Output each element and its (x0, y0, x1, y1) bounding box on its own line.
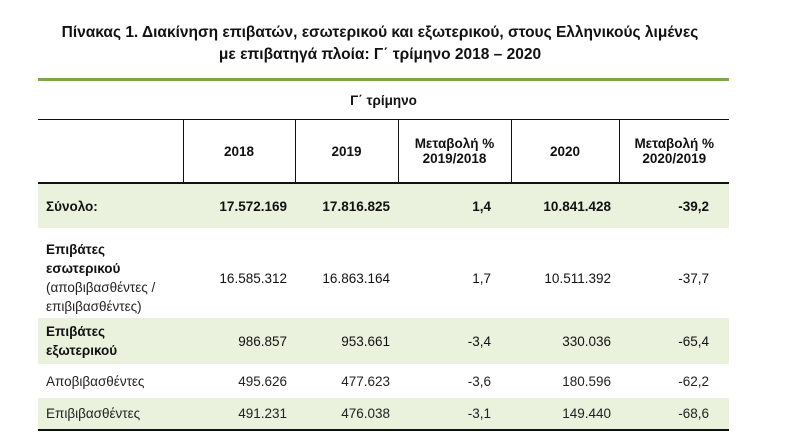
col-header-2019: 2019 (295, 119, 399, 184)
cell-2019: 953.661 (295, 318, 398, 364)
column-header-row: 2018 2019 Μεταβολή % 2019/2018 2020 Μετα… (38, 119, 729, 184)
cell-change-2020-2019: -68,6 (619, 398, 729, 431)
cell-2020: 330.036 (511, 318, 619, 364)
col-header-2020: 2020 (511, 119, 620, 184)
col-header-change-2019-2018: Μεταβολή % 2019/2018 (398, 119, 512, 184)
cell-2019: 477.623 (295, 364, 398, 398)
cell-2019: 17.816.825 (295, 183, 398, 228)
row-label: Επιβάτες εξωτερικού (38, 318, 183, 364)
cell-change-2019-2018: -3,1 (398, 398, 511, 431)
cell-2020: 180.596 (511, 364, 619, 398)
cell-change-2019-2018: -3,4 (398, 318, 511, 364)
table-title: Πίνακας 1. Διακίνηση επιβατών, εσωτερικο… (30, 22, 730, 66)
col-header-label (38, 119, 184, 184)
row-label: Σύνολο: (38, 183, 183, 228)
cell-change-2019-2018: 1,7 (398, 238, 511, 318)
title-line-1: Πίνακας 1. Διακίνηση επιβατών, εσωτερικο… (61, 24, 699, 41)
table-row-embarked: Επιβιβασθέντες 491.231 476.038 -3,1 149.… (38, 398, 729, 431)
row-label: Επιβάτες εσωτερικού (αποβιβασθέντες / επ… (38, 238, 183, 318)
row-label-sub: (αποβιβασθέντες / επιβιβασθέντες) (46, 280, 156, 314)
cell-2018: 491.231 (183, 398, 295, 431)
table-row-domestic: Επιβάτες εσωτερικού (αποβιβασθέντες / επ… (38, 238, 729, 318)
cell-2019: 476.038 (295, 398, 398, 431)
cell-2020: 10.511.392 (511, 238, 619, 318)
period-header: Γ΄ τρίμηνο (38, 78, 729, 120)
row-label-main: Επιβάτες εσωτερικού (46, 242, 121, 276)
title-line-2: με επιβατηγά πλοία: Γ΄ τρίμηνο 2018 – 20… (218, 46, 542, 63)
cell-change-2020-2019: -39,2 (619, 183, 729, 228)
cell-2018: 17.572.169 (183, 183, 295, 228)
cell-change-2019-2018: -3,6 (398, 364, 511, 398)
passenger-table: Γ΄ τρίμηνο 2018 2019 Μεταβολή % 2019/201… (38, 78, 729, 431)
table-row-total: Σύνολο: 17.572.169 17.816.825 1,4 10.841… (38, 183, 729, 228)
cell-2020: 10.841.428 (511, 183, 619, 228)
cell-2018: 495.626 (183, 364, 295, 398)
cell-change-2019-2018: 1,4 (398, 183, 511, 228)
cell-2019: 16.863.164 (295, 238, 398, 318)
table-row-disembarked: Αποβιβασθέντες 495.626 477.623 -3,6 180.… (38, 364, 729, 398)
col-header-2018: 2018 (183, 119, 296, 184)
col-header-change-2020-2019: Μεταβολή % 2020/2019 (619, 119, 729, 184)
cell-change-2020-2019: -65,4 (619, 318, 729, 364)
row-label: Επιβιβασθέντες (38, 398, 183, 431)
cell-2018: 16.585.312 (183, 238, 295, 318)
row-label: Αποβιβασθέντες (38, 364, 183, 398)
cell-change-2020-2019: -62,2 (619, 364, 729, 398)
cell-change-2020-2019: -37,7 (619, 238, 729, 318)
period-header-row: Γ΄ τρίμηνο (38, 78, 729, 120)
cell-2018: 986.857 (183, 318, 295, 364)
cell-2020: 149.440 (511, 398, 619, 431)
table-row-international: Επιβάτες εξωτερικού 986.857 953.661 -3,4… (38, 318, 729, 364)
